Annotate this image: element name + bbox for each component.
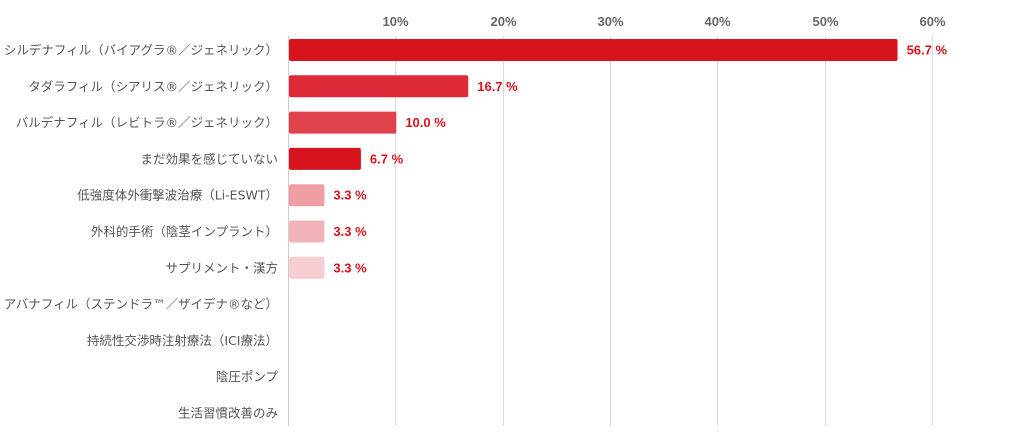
data-label: 16.7 %: [477, 79, 518, 94]
category-labels: シルデナフィル（バイアグラ®／ジェネリック） タダラフィル（シアリス®／ジェネリッ…: [4, 43, 279, 421]
category-label: タダラフィル（シアリス®／ジェネリック）: [28, 79, 278, 94]
x-tick-label-30: 30%: [597, 14, 623, 29]
category-label: 低強度体外衝撃波治療（Li-ESWT）: [77, 188, 278, 203]
category-label: 生活習慣改善のみ: [178, 406, 278, 421]
x-tick-label-50: 50%: [812, 14, 838, 29]
x-tick-label-10: 10%: [382, 14, 408, 29]
category-label: 外科的手術（陰茎インプラント）: [91, 224, 278, 239]
data-label: 3.3 %: [333, 188, 367, 203]
value-labels: 56.7 % 16.7 % 10.0 % 6.7 % 3.3 % 3.3 % 3.3 %: [333, 43, 947, 276]
category-label: アバナフィル（ステンドラ™／ザイデナ®など）: [4, 297, 278, 312]
category-label: シルデナフィル（バイアグラ®／ジェネリック）: [4, 43, 278, 58]
category-label: 陰圧ポンプ: [216, 369, 279, 384]
category-label: サプリメント・漢方: [165, 260, 278, 275]
category-label: 持続性交渉時注射療法（ICI療法）: [87, 333, 278, 348]
bar: [289, 111, 397, 134]
x-tick-label-40: 40%: [704, 14, 730, 29]
category-label: バルデナフィル（レビトラ®／ジェネリック）: [16, 115, 278, 130]
data-label: 10.0 %: [405, 115, 446, 130]
gridlines: [395, 36, 933, 426]
data-label: 3.3 %: [333, 260, 367, 275]
bars: [289, 39, 898, 279]
category-label: まだ効果を感じていない: [140, 151, 278, 166]
data-label: 6.7 %: [370, 151, 404, 166]
bar: [289, 220, 325, 243]
x-axis-ticks: 10% 20% 30% 40% 50% 60%: [382, 14, 945, 29]
data-label: 56.7 %: [907, 43, 948, 58]
bar: [289, 39, 898, 61]
bar: [289, 184, 325, 207]
x-tick-label-20: 20%: [490, 14, 516, 29]
bar: [289, 75, 469, 98]
bar: [289, 147, 361, 170]
x-tick-label-60: 60%: [919, 14, 945, 29]
bar: [289, 256, 325, 279]
data-label: 3.3 %: [333, 224, 367, 239]
